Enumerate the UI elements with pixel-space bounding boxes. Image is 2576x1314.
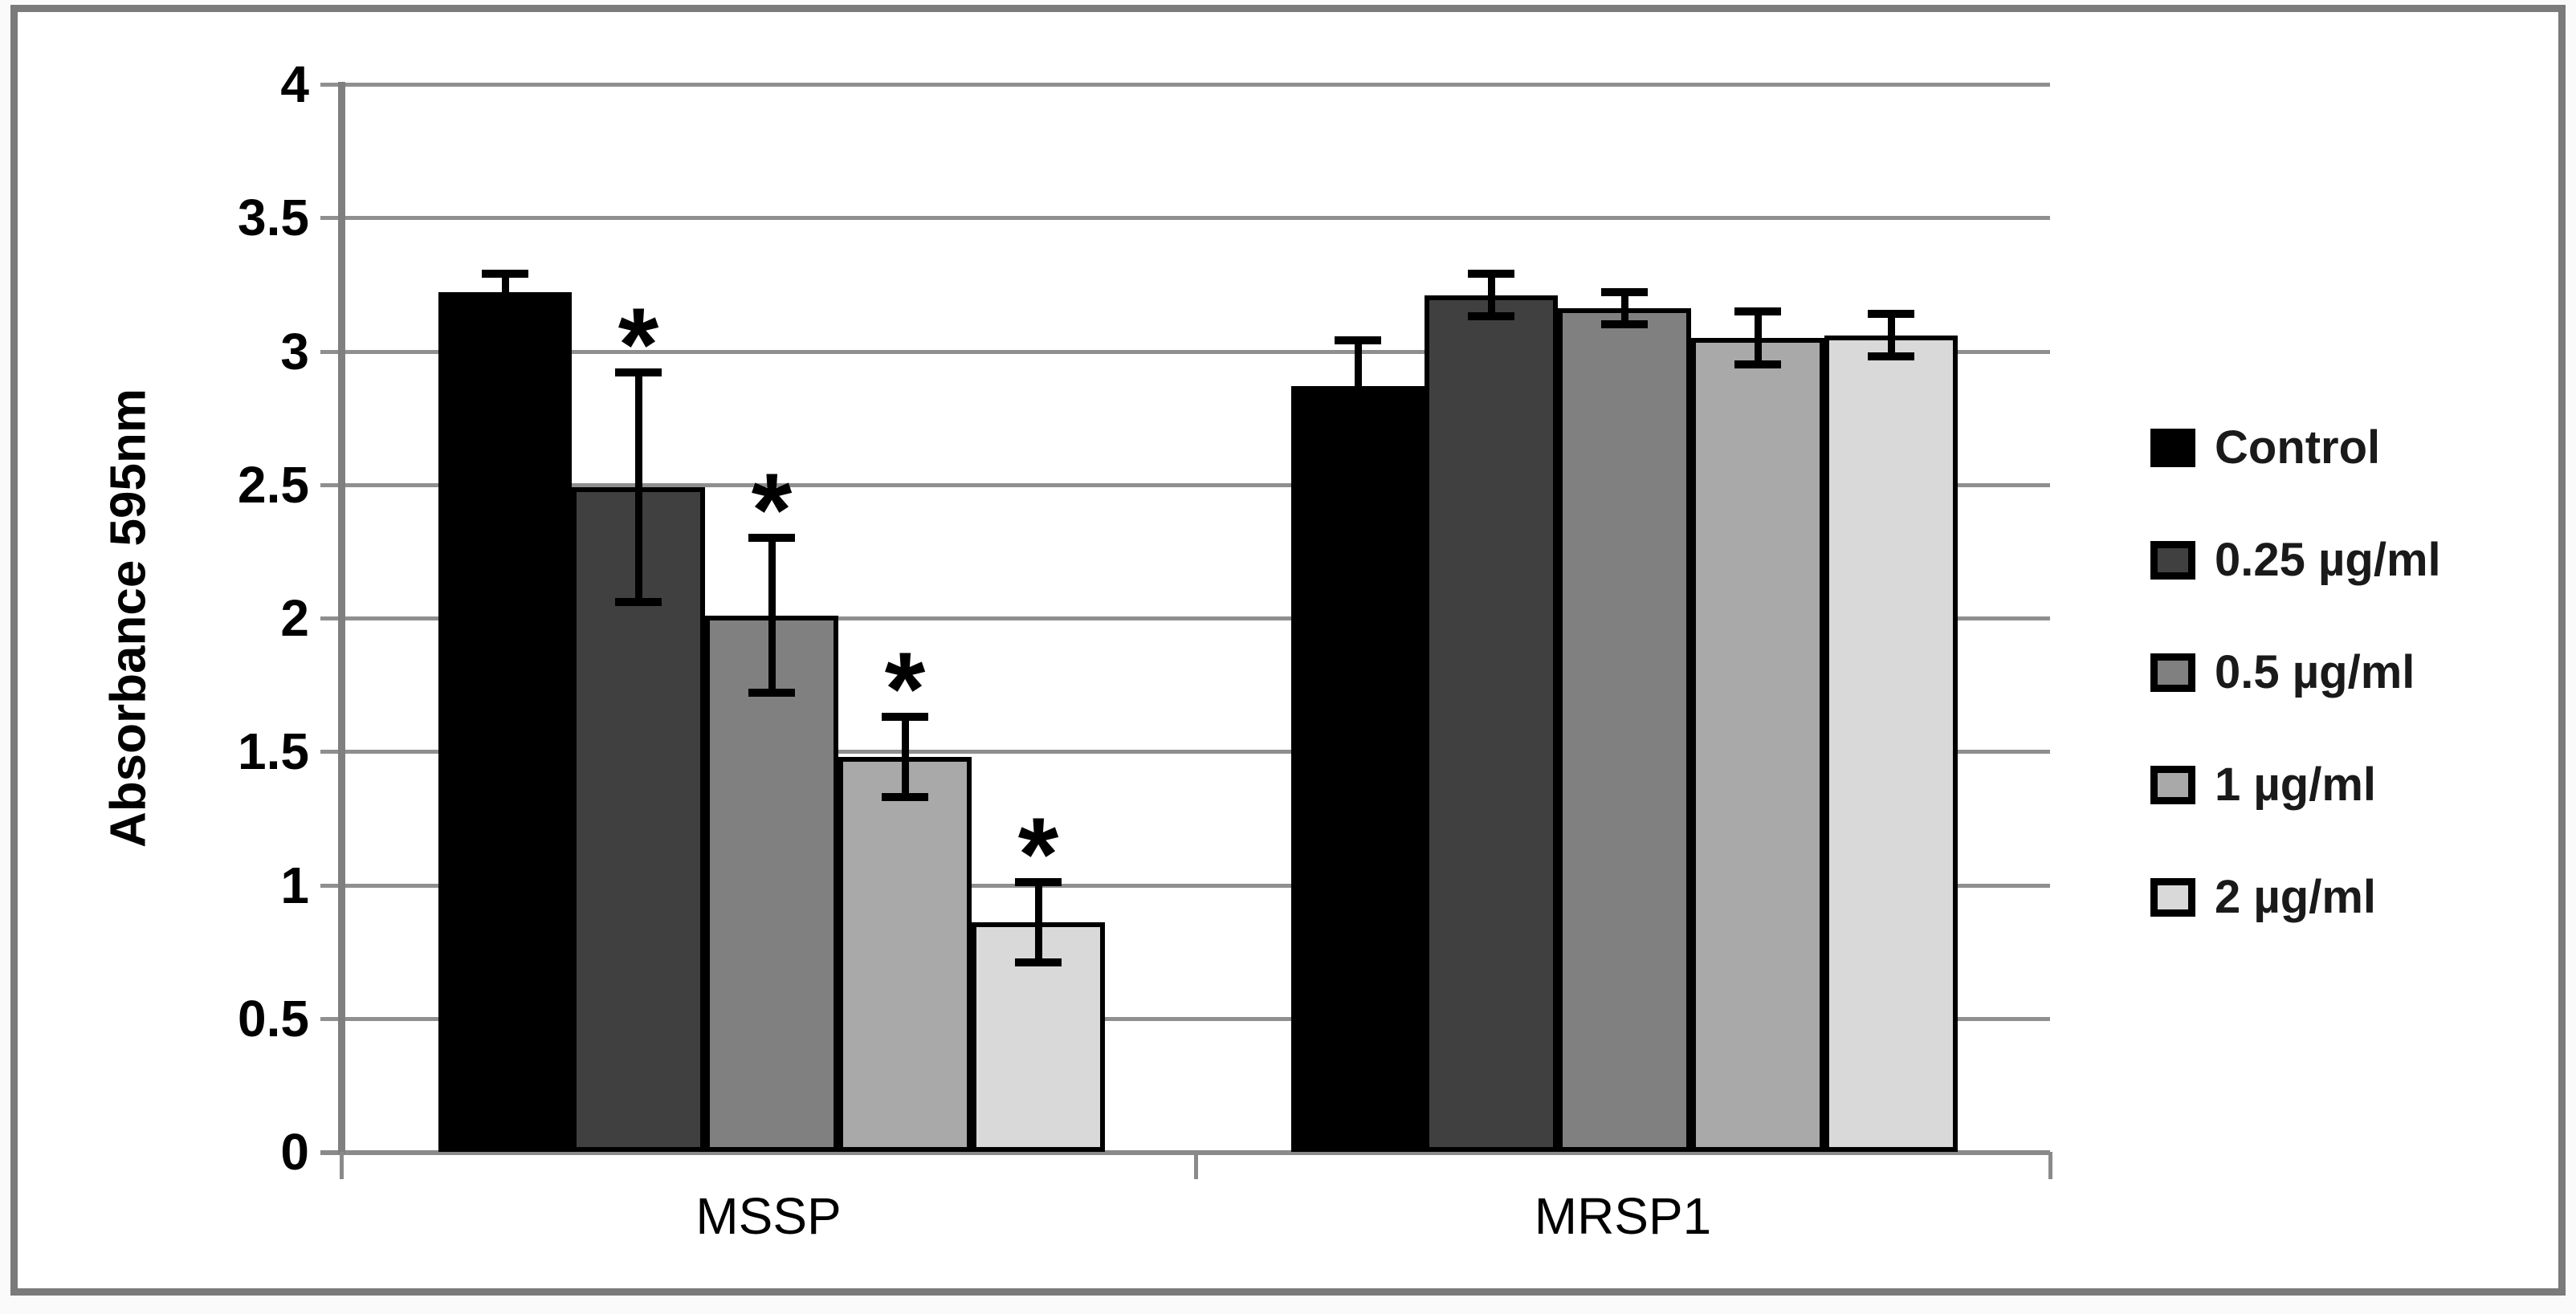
x-axis-boundary-tick-1 xyxy=(1194,1152,1198,1179)
significance-asterisk-MSSP-4: * xyxy=(1017,795,1059,913)
legend-swatch-icon xyxy=(2150,766,2195,804)
gridline-y-0.5 xyxy=(320,1016,2050,1021)
y-tick-label-2: 2 xyxy=(280,589,309,647)
legend-swatch-icon xyxy=(2150,429,2195,467)
bar-MRSP1-1-g-ml xyxy=(1691,337,1824,1152)
x-category-label-mrsp1: MRSP1 xyxy=(1534,1187,1712,1245)
y-tick-label-4: 4 xyxy=(280,55,309,113)
error-bar-MRSP1-3 xyxy=(1754,311,1762,365)
error-cap-top-MSSP-2 xyxy=(748,534,795,543)
error-cap-top-MSSP-4 xyxy=(1015,878,1062,887)
bar-MRSP1-0.25-g-ml xyxy=(1425,295,1558,1152)
gridline-y-3.5 xyxy=(320,216,2050,221)
error-bar-MSSP-0 xyxy=(501,274,509,311)
error-cap-bottom-MRSP1-3 xyxy=(1734,360,1781,369)
error-bar-MSSP-4 xyxy=(1034,882,1042,962)
gridline-y-1.5 xyxy=(320,750,2050,755)
error-bar-MRSP1-2 xyxy=(1620,292,1628,325)
error-bar-MSSP-2 xyxy=(768,538,776,694)
gridline-y-2.5 xyxy=(320,482,2050,487)
error-cap-bottom-MSSP-1 xyxy=(615,598,662,607)
error-cap-bottom-MRSP1-4 xyxy=(1868,352,1914,361)
y-axis-line xyxy=(338,82,345,1154)
bar-MSSP-0.5-g-ml xyxy=(705,615,838,1152)
x-axis-line xyxy=(320,1150,2050,1155)
x-axis-boundary-tick-2 xyxy=(2048,1152,2052,1179)
legend-item-2: 0.5 µg/ml xyxy=(2150,649,2415,697)
legend-swatch-icon xyxy=(2150,541,2195,580)
error-cap-bottom-MSSP-4 xyxy=(1015,958,1062,966)
legend-item-3: 1 µg/ml xyxy=(2150,761,2376,809)
gridline-y-2 xyxy=(320,616,2050,620)
error-cap-top-MSSP-3 xyxy=(882,713,928,722)
error-bar-MSSP-3 xyxy=(901,717,909,797)
error-cap-top-MRSP1-2 xyxy=(1601,288,1648,297)
error-cap-bottom-MSSP-2 xyxy=(748,689,795,698)
legend-label: 1 µg/ml xyxy=(2215,759,2377,811)
error-cap-bottom-MRSP1-0 xyxy=(1335,427,1381,436)
error-bar-MRSP1-1 xyxy=(1487,274,1495,317)
error-cap-bottom-MRSP1-1 xyxy=(1468,312,1514,321)
error-cap-top-MRSP1-0 xyxy=(1335,336,1381,345)
significance-asterisk-MSSP-1: * xyxy=(618,286,659,404)
y-tick-label-1.5: 1.5 xyxy=(238,722,309,781)
error-cap-top-MSSP-1 xyxy=(615,368,662,377)
significance-asterisk-MSSP-2: * xyxy=(751,451,793,569)
legend-swatch-icon xyxy=(2150,878,2195,917)
y-tick-label-2.5: 2.5 xyxy=(238,455,309,514)
gridline-y-3 xyxy=(320,349,2050,354)
bar-MSSP-1-g-ml xyxy=(838,756,972,1152)
error-cap-bottom-MSSP-3 xyxy=(882,792,928,801)
gridline-y-1 xyxy=(320,883,2050,888)
bar-MSSP-Control xyxy=(438,292,572,1152)
legend-item-4: 2 µg/ml xyxy=(2150,873,2376,921)
legend-item-0: Control xyxy=(2150,424,2380,472)
error-cap-top-MRSP1-3 xyxy=(1734,307,1781,315)
y-tick-label-0: 0 xyxy=(280,1123,309,1181)
legend-label: 0.5 µg/ml xyxy=(2215,646,2415,698)
legend-item-1: 0.25 µg/ml xyxy=(2150,536,2441,584)
error-bar-MRSP1-0 xyxy=(1354,340,1362,432)
legend-label: Control xyxy=(2215,421,2381,474)
error-cap-bottom-MRSP1-2 xyxy=(1601,320,1648,329)
y-tick-label-3.5: 3.5 xyxy=(238,189,309,247)
significance-asterisk-MSSP-3: * xyxy=(884,630,926,748)
gridline-y-4 xyxy=(320,83,2050,87)
error-cap-top-MRSP1-1 xyxy=(1468,270,1514,279)
bar-MRSP1-2-g-ml xyxy=(1824,335,1958,1152)
error-cap-top-MSSP-0 xyxy=(482,270,528,279)
bar-MRSP1-0.5-g-ml xyxy=(1558,308,1691,1152)
error-cap-bottom-MSSP-0 xyxy=(482,307,528,315)
x-axis-boundary-tick-0 xyxy=(340,1152,344,1179)
error-bar-MSSP-1 xyxy=(634,372,642,603)
y-tick-label-3: 3 xyxy=(280,322,309,380)
y-tick-label-0.5: 0.5 xyxy=(238,989,309,1048)
y-tick-label-1: 1 xyxy=(280,856,309,914)
error-cap-top-MRSP1-4 xyxy=(1868,309,1914,318)
legend-swatch-icon xyxy=(2150,653,2195,692)
legend-label: 0.25 µg/ml xyxy=(2215,534,2441,586)
y-axis-title: Absorbance 595nm xyxy=(100,389,157,848)
x-category-label-mssp: MSSP xyxy=(695,1187,842,1245)
error-bar-MRSP1-4 xyxy=(1887,313,1895,357)
bar-MRSP1-Control xyxy=(1291,385,1425,1152)
legend-label: 2 µg/ml xyxy=(2215,871,2377,923)
